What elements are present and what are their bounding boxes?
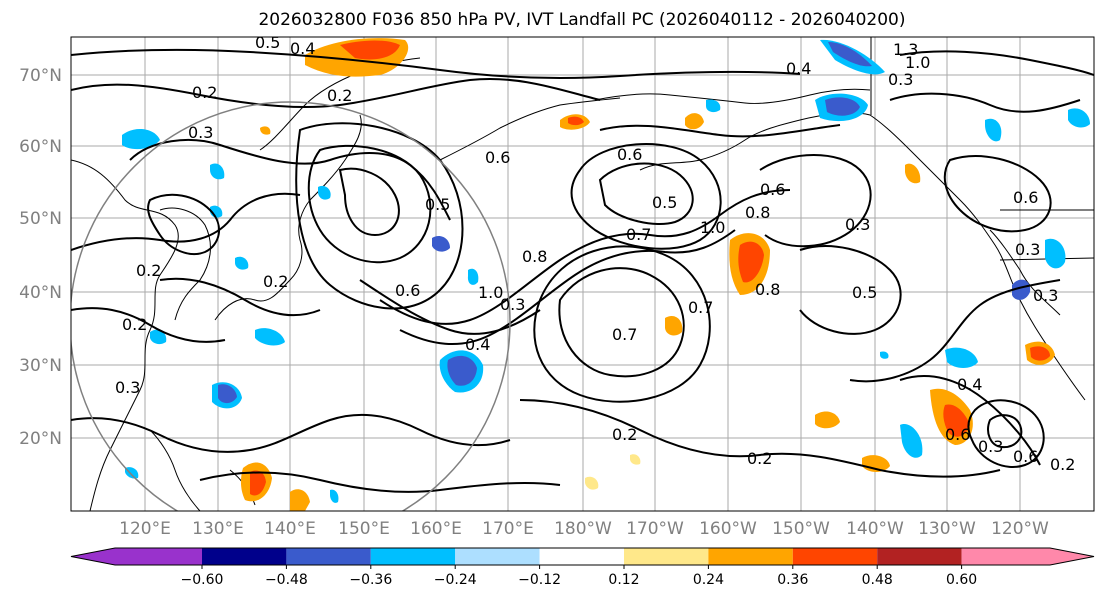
colorbar-tick-label: 0.60 xyxy=(946,572,977,588)
contour-labels: 0.5 0.4 0.2 0.2 0.5 0.6 0.8 0.3 0.2 0.6 … xyxy=(115,33,1075,474)
map-title: 2026032800 F036 850 hPa PV, IVT Landfall… xyxy=(258,10,905,30)
contour-label: 0.2 xyxy=(263,272,288,291)
lon-label: 140°W xyxy=(846,519,904,539)
pv-contours xyxy=(71,48,1094,493)
contour-label: 0.7 xyxy=(688,298,713,317)
colorbar-outline xyxy=(70,547,1095,566)
contour-label: 0.4 xyxy=(290,39,315,58)
contour-label: 0.6 xyxy=(760,180,785,199)
contour-label: 0.2 xyxy=(192,83,217,102)
colorbar-segment xyxy=(539,548,624,565)
contour-label: 0.6 xyxy=(485,148,510,167)
contour-label: 0.3 xyxy=(188,123,213,142)
lon-label: 130°E xyxy=(192,519,244,539)
contour-label: 0.6 xyxy=(945,425,970,444)
lon-label: 140°E xyxy=(264,519,316,539)
contour-label: 0.2 xyxy=(327,86,352,105)
colorbar-segment xyxy=(370,548,456,565)
lon-label: 150°E xyxy=(338,519,390,539)
contour-label: 0.3 xyxy=(845,215,870,234)
colorbar-tick-label: 0.12 xyxy=(608,572,639,588)
contour-label: 0.5 xyxy=(652,193,677,212)
landfall-circle xyxy=(71,101,511,511)
contour-label: 0.6 xyxy=(1013,447,1038,466)
lat-label: 40°N xyxy=(19,283,62,303)
contour-label: 0.7 xyxy=(626,225,651,244)
contour-label: 0.3 xyxy=(115,378,140,397)
colorbar-tick-label: −0.36 xyxy=(349,572,392,588)
colorbar-tick-label: 0.36 xyxy=(777,572,808,588)
contour-label: 0.6 xyxy=(395,281,420,300)
lon-label: 180°W xyxy=(554,519,612,539)
shaded-anomalies xyxy=(122,38,1090,511)
contour-label: 1.0 xyxy=(478,283,503,302)
contour-label: 0.4 xyxy=(957,375,982,394)
contour-label: 0.2 xyxy=(122,315,147,334)
contour-label: 0.3 xyxy=(978,437,1003,456)
latitude-labels: 70°N 60°N 50°N 40°N 30°N 20°N xyxy=(19,66,62,449)
colorbar-tick-label: 0.48 xyxy=(862,572,893,588)
colorbar-tick-label: −0.60 xyxy=(181,572,224,588)
colorbar-tick-label: −0.12 xyxy=(518,572,561,588)
colorbar-tick-label: 0.24 xyxy=(693,572,724,588)
lat-label: 60°N xyxy=(19,137,62,157)
contour-label: 0.2 xyxy=(612,425,637,444)
lon-label: 120°W xyxy=(991,519,1049,539)
colorbar-segment xyxy=(877,548,962,565)
colorbar: −0.60 −0.48 −0.36 −0.24 −0.12 0.12 0.24 0.36 0.4… xyxy=(70,547,1095,588)
contour-label: 0.6 xyxy=(1013,188,1038,207)
lat-label: 30°N xyxy=(19,356,62,376)
contour-label: 0.3 xyxy=(888,70,913,89)
contour-label: 0.7 xyxy=(612,325,637,344)
colorbar-segment xyxy=(71,548,202,565)
contour-label: 0.3 xyxy=(1015,240,1040,259)
contour-label: 0.5 xyxy=(255,33,280,52)
colorbar-tick-label: −0.24 xyxy=(434,572,477,588)
colorbar-segment xyxy=(624,548,709,565)
longitude-labels: 120°E 130°E 140°E 150°E 160°E 170°E 180°… xyxy=(119,519,1049,539)
contour-label: 1.0 xyxy=(905,53,930,72)
colorbar-segment xyxy=(455,548,540,565)
contour-label: 0.5 xyxy=(852,283,877,302)
contour-label: 0.3 xyxy=(1033,286,1058,305)
lon-label: 170°E xyxy=(482,519,534,539)
contour-label: 0.8 xyxy=(522,247,547,266)
lon-label: 120°E xyxy=(119,519,171,539)
lon-label: 150°W xyxy=(772,519,830,539)
contour-label: 0.4 xyxy=(786,59,811,78)
contour-label: 1.3 xyxy=(893,40,918,59)
contour-label: 0.2 xyxy=(1050,455,1075,474)
contour-label: 0.2 xyxy=(136,261,161,280)
lon-label: 160°W xyxy=(699,519,757,539)
contour-label: 0.8 xyxy=(755,280,780,299)
contour-label: 0.4 xyxy=(465,335,490,354)
contour-label: 1.0 xyxy=(700,218,725,237)
lon-label: 160°E xyxy=(410,519,462,539)
colorbar-tick-label: −0.48 xyxy=(265,572,308,588)
lon-label: 170°W xyxy=(626,519,684,539)
colorbar-segment xyxy=(202,548,287,565)
colorbar-segment xyxy=(708,548,793,565)
lat-label: 20°N xyxy=(19,429,62,449)
colorbar-segment xyxy=(792,548,878,565)
contour-label: 0.6 xyxy=(617,145,642,164)
lat-label: 50°N xyxy=(19,209,62,229)
contour-label: 0.2 xyxy=(747,449,772,468)
lat-label: 70°N xyxy=(19,66,62,86)
colorbar-segment xyxy=(961,548,1094,565)
colorbar-segment xyxy=(286,548,371,565)
contour-label: 0.8 xyxy=(745,203,770,222)
contour-label: 0.5 xyxy=(425,195,450,214)
lon-label: 130°W xyxy=(918,519,976,539)
map-panel: 0.5 0.4 0.2 0.2 0.5 0.6 0.8 0.3 0.2 0.6 … xyxy=(70,33,1095,512)
contour-label: 0.3 xyxy=(500,295,525,314)
